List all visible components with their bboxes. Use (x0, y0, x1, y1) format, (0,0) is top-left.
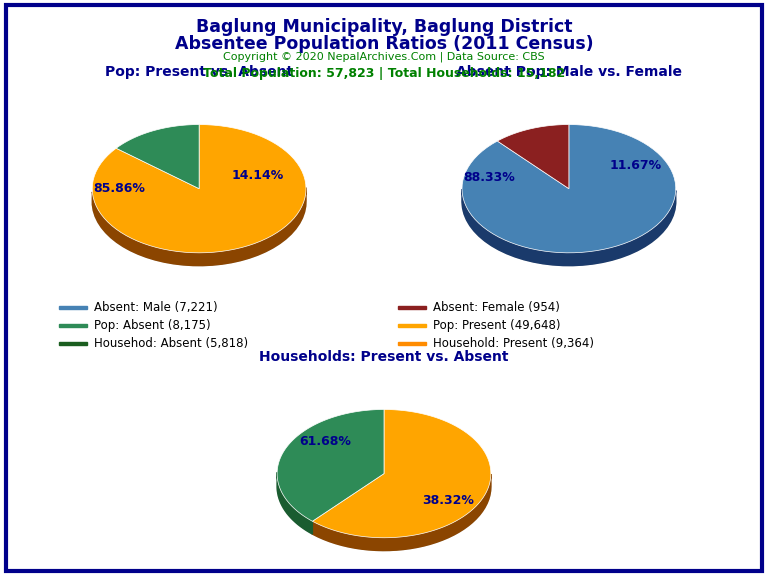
Title: Pop: Present vs. Absent: Pop: Present vs. Absent (105, 65, 293, 79)
FancyBboxPatch shape (399, 342, 426, 345)
Text: Pop: Present (49,648): Pop: Present (49,648) (433, 319, 561, 332)
Text: 11.67%: 11.67% (609, 158, 661, 172)
Polygon shape (462, 124, 676, 253)
Polygon shape (277, 472, 313, 534)
FancyBboxPatch shape (59, 306, 87, 309)
Ellipse shape (462, 138, 676, 266)
Polygon shape (313, 474, 491, 551)
Text: Absent: Female (954): Absent: Female (954) (433, 301, 560, 314)
Ellipse shape (277, 422, 491, 551)
Text: 61.68%: 61.68% (300, 435, 351, 448)
Text: Copyright © 2020 NepalArchives.Com | Data Source: CBS: Copyright © 2020 NepalArchives.Com | Dat… (223, 52, 545, 62)
Polygon shape (92, 188, 306, 266)
Text: Baglung Municipality, Baglung District: Baglung Municipality, Baglung District (196, 18, 572, 36)
Polygon shape (498, 124, 569, 189)
Polygon shape (462, 190, 676, 266)
Title: Absent Pop: Male vs. Female: Absent Pop: Male vs. Female (456, 65, 682, 79)
Text: 85.86%: 85.86% (93, 182, 145, 195)
Text: Household: Present (9,364): Household: Present (9,364) (433, 337, 594, 350)
FancyBboxPatch shape (59, 342, 87, 345)
Text: 38.32%: 38.32% (422, 494, 474, 507)
Text: 88.33%: 88.33% (463, 172, 515, 184)
Text: Absent: Male (7,221): Absent: Male (7,221) (94, 301, 217, 314)
Text: Househod: Absent (5,818): Househod: Absent (5,818) (94, 337, 248, 350)
Text: 14.14%: 14.14% (232, 169, 284, 183)
Text: Pop: Absent (8,175): Pop: Absent (8,175) (94, 319, 210, 332)
Text: Total Population: 57,823 | Total Households: 15,182: Total Population: 57,823 | Total Househo… (203, 67, 565, 81)
FancyBboxPatch shape (399, 306, 426, 309)
FancyBboxPatch shape (59, 324, 87, 327)
Polygon shape (277, 410, 384, 521)
FancyBboxPatch shape (399, 324, 426, 327)
Ellipse shape (92, 138, 306, 266)
Polygon shape (116, 124, 199, 189)
Polygon shape (92, 124, 306, 253)
Polygon shape (313, 410, 491, 538)
Text: Absentee Population Ratios (2011 Census): Absentee Population Ratios (2011 Census) (174, 35, 594, 52)
Title: Households: Present vs. Absent: Households: Present vs. Absent (260, 350, 508, 364)
